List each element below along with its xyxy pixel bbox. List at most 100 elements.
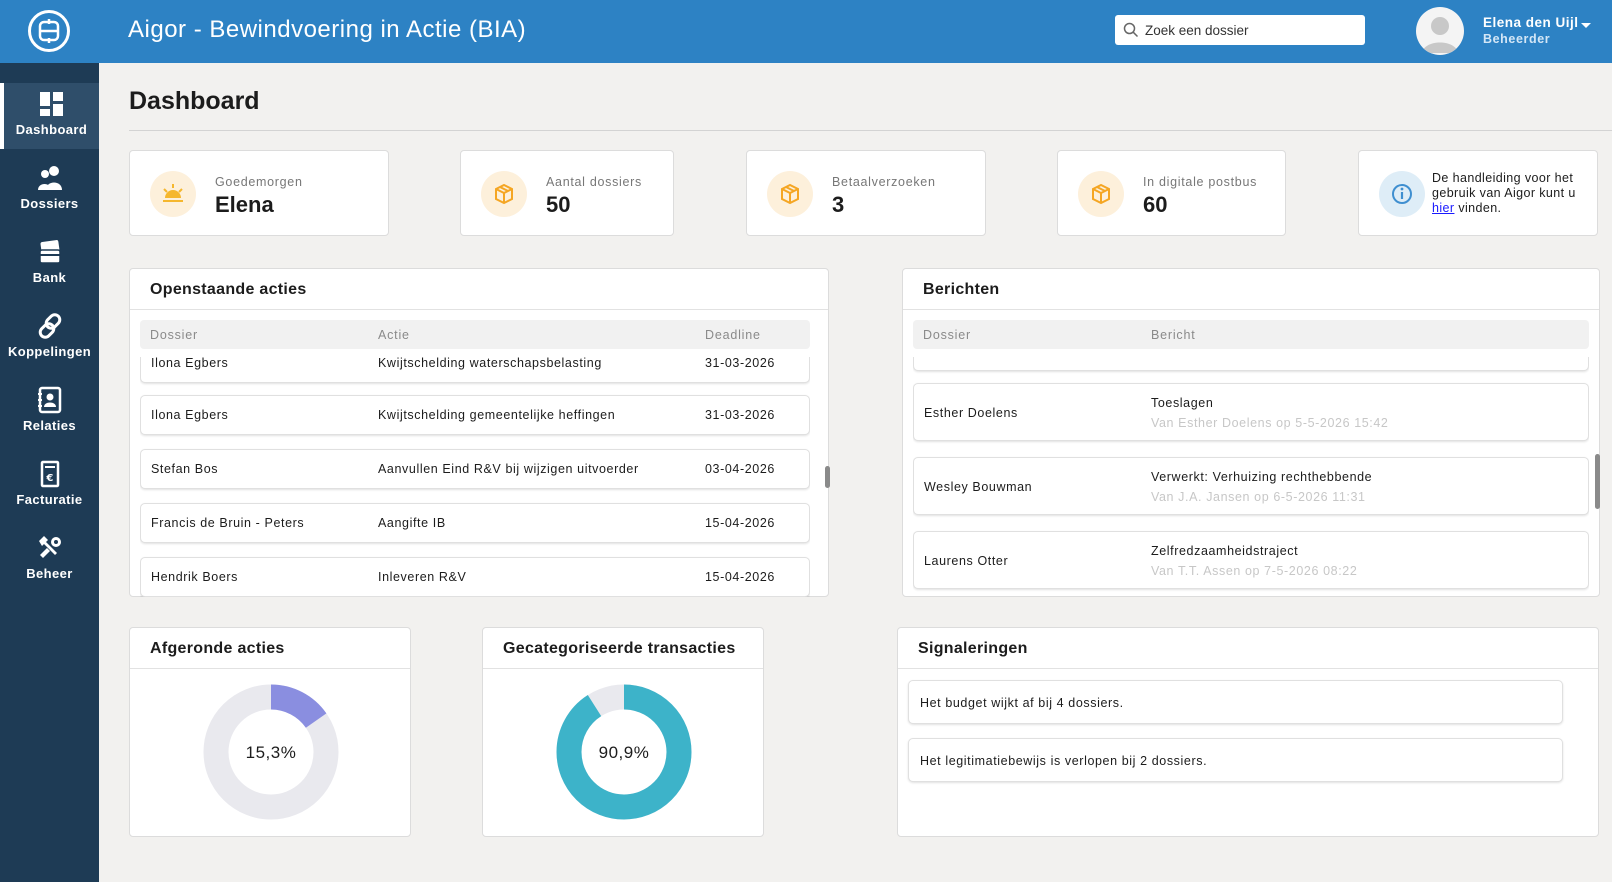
signal-item[interactable]: Het budget wijkt af bij 4 dossiers. — [908, 680, 1563, 724]
aigor-logo[interactable] — [28, 10, 70, 52]
sidebar-item-relaties[interactable]: Relaties — [0, 379, 99, 445]
row-actie: Aanvullen Eind R&V bij wijzigen uitvoerd… — [378, 462, 639, 476]
message-subject: Verwerkt: Verhuizing rechthebbende — [1151, 470, 1373, 484]
panel-divider — [898, 668, 1598, 669]
row-dossier: Ilona Egbers — [151, 357, 229, 370]
row-deadline: 15-04-2026 — [705, 570, 775, 584]
row-dossier: Stefan Bos — [151, 462, 219, 476]
completed-actions-donut — [203, 684, 339, 820]
scrollbar[interactable] — [825, 466, 830, 488]
completed-actions-title: Afgeronde acties — [150, 640, 285, 657]
column-header-bericht: Bericht — [1151, 328, 1196, 342]
messages-header: Dossier Bericht — [913, 320, 1589, 349]
user-name[interactable]: Elena den Uijl — [1483, 15, 1579, 30]
open-actions-header: Dossier Actie Deadline — [140, 320, 810, 349]
row-actie: Aangifte IB — [378, 516, 446, 530]
dossiers-count-card[interactable]: Aantal dossiers 50 — [460, 150, 674, 236]
manual-text: De handleiding voor het gebruik van Aigo… — [1432, 171, 1582, 216]
sidebar-item-label: Relaties — [22, 418, 77, 433]
message-dossier: Laurens Otter — [924, 554, 1009, 568]
dossiers-count-value: 50 — [546, 192, 571, 217]
sidebar: Dashboard Dossiers Bank Koppelingen Rela… — [0, 63, 99, 882]
sidebar-item-koppelingen[interactable]: Koppelingen — [0, 305, 99, 371]
sidebar-item-beheer[interactable]: Beheer — [0, 527, 99, 593]
app-title: Aigor - Bewindvoering in Actie (BIA) — [128, 16, 527, 43]
completed-actions-segment — [203, 684, 339, 820]
logo-mark-icon — [38, 19, 60, 43]
sidebar-item-label: Bank — [32, 270, 67, 285]
signals-panel: Signaleringen Het budget wijkt af bij 4 … — [897, 627, 1599, 837]
categorized-transactions-title: Gecategoriseerde transacties — [503, 640, 736, 657]
postbox-label: In digitale postbus — [1143, 175, 1258, 189]
avatar[interactable] — [1416, 7, 1464, 55]
sidebar-item-label: Dashboard — [15, 122, 88, 137]
row-actie: Inleveren R&V — [378, 570, 467, 584]
message-subject: Toeslagen — [1151, 396, 1214, 410]
open-actions-title: Openstaande acties — [150, 281, 307, 298]
greeting-label: Goedemorgen — [215, 175, 303, 189]
chevron-down-icon[interactable] — [1580, 22, 1592, 30]
row-deadline: 31-03-2026 — [705, 357, 775, 370]
bank-cards-icon — [38, 240, 61, 264]
message-dossier: Esther Doelens — [924, 406, 1018, 420]
search-icon — [1123, 22, 1139, 38]
postbox-value: 60 — [1143, 192, 1168, 217]
svg-text:€: € — [45, 473, 53, 484]
postbox-card[interactable]: In digitale postbus 60 — [1057, 150, 1286, 236]
table-row[interactable]: Hendrik Boers Inleveren R&V 15-04-2026 — [140, 557, 810, 597]
contact-card-icon — [37, 386, 61, 414]
payment-requests-card[interactable]: Betaalverzoeken 3 — [746, 150, 986, 236]
row-actie: Kwijtschelding waterschapsbelasting — [378, 357, 602, 370]
panel-divider — [903, 309, 1599, 310]
completed-actions-percentage: 15,3% — [245, 743, 297, 762]
signal-text: Het legitimatiebewijs is verlopen bij 2 … — [920, 754, 1208, 768]
search-input[interactable] — [1145, 22, 1355, 38]
link-icon — [38, 313, 61, 339]
manual-text-before: De handleiding voor het gebruik van Aigo… — [1432, 171, 1576, 200]
table-row[interactable]: Francis de Bruin - Peters Aangifte IB 15… — [140, 503, 810, 543]
list-item[interactable]: Laurens Otter Zelfredzaamheidstraject Va… — [913, 531, 1589, 589]
messages-panel: Berichten Dossier Bericht Esther Doelens… — [902, 268, 1600, 597]
row-deadline: 31-03-2026 — [705, 408, 775, 422]
categorized-transactions-donut — [556, 684, 692, 820]
user-avatar-icon — [1422, 17, 1458, 53]
row-deadline: 03-04-2026 — [705, 462, 775, 476]
sidebar-item-dashboard[interactable]: Dashboard — [0, 83, 99, 149]
manual-text-after: vinden. — [1454, 201, 1502, 215]
signals-title: Signaleringen — [918, 640, 1028, 657]
table-row[interactable]: Ilona Egbers Kwijtschelding waterschapsb… — [140, 357, 810, 383]
messages-list[interactable]: Esther Doelens Toeslagen Van Esther Doel… — [913, 357, 1589, 597]
sidebar-item-label: Beheer — [26, 566, 73, 581]
list-item[interactable] — [913, 357, 1589, 371]
open-actions-list[interactable]: Ilona Egbers Kwijtschelding waterschapsb… — [140, 357, 810, 597]
top-bar: Aigor - Bewindvoering in Actie (BIA) Ele… — [0, 0, 1612, 63]
info-icon — [1379, 171, 1425, 217]
list-item[interactable]: Wesley Bouwman Verwerkt: Verhuizing rech… — [913, 457, 1589, 515]
completed-actions-panel: Afgeronde acties 15,3% — [129, 627, 411, 837]
categorized-transactions-panel: Gecategoriseerde transacties 90,9% — [482, 627, 764, 837]
greeting-name: Elena — [215, 192, 274, 217]
sun-icon — [150, 171, 196, 217]
column-header-deadline: Deadline — [705, 328, 761, 342]
signal-text: Het budget wijkt af bij 4 dossiers. — [920, 696, 1124, 710]
sidebar-item-label: Dossiers — [20, 196, 79, 211]
table-row[interactable]: Ilona Egbers Kwijtschelding gemeentelijk… — [140, 395, 810, 435]
categorized-transactions-segment — [556, 684, 692, 820]
table-row[interactable]: Stefan Bos Aanvullen Eind R&V bij wijzig… — [140, 449, 810, 489]
message-meta: Van T.T. Assen op 7-5-2026 08:22 — [1151, 564, 1358, 578]
sidebar-item-bank[interactable]: Bank — [0, 231, 99, 297]
payment-requests-value: 3 — [832, 192, 845, 217]
message-dossier: Wesley Bouwman — [924, 480, 1033, 494]
row-dossier: Francis de Bruin - Peters — [151, 516, 305, 530]
message-subject: Zelfredzaamheidstraject — [1151, 544, 1299, 558]
scrollbar[interactable] — [1595, 454, 1600, 509]
payment-requests-label: Betaalverzoeken — [832, 175, 936, 189]
panel-divider — [483, 668, 763, 669]
list-item[interactable]: Esther Doelens Toeslagen Van Esther Doel… — [913, 383, 1589, 441]
search-box[interactable] — [1115, 15, 1365, 45]
signal-item[interactable]: Het legitimatiebewijs is verlopen bij 2 … — [908, 738, 1563, 782]
sidebar-item-facturatie[interactable]: € Facturatie — [0, 453, 99, 519]
sidebar-item-dossiers[interactable]: Dossiers — [0, 157, 99, 223]
manual-link[interactable]: hier — [1432, 201, 1455, 215]
panel-divider — [130, 309, 828, 310]
